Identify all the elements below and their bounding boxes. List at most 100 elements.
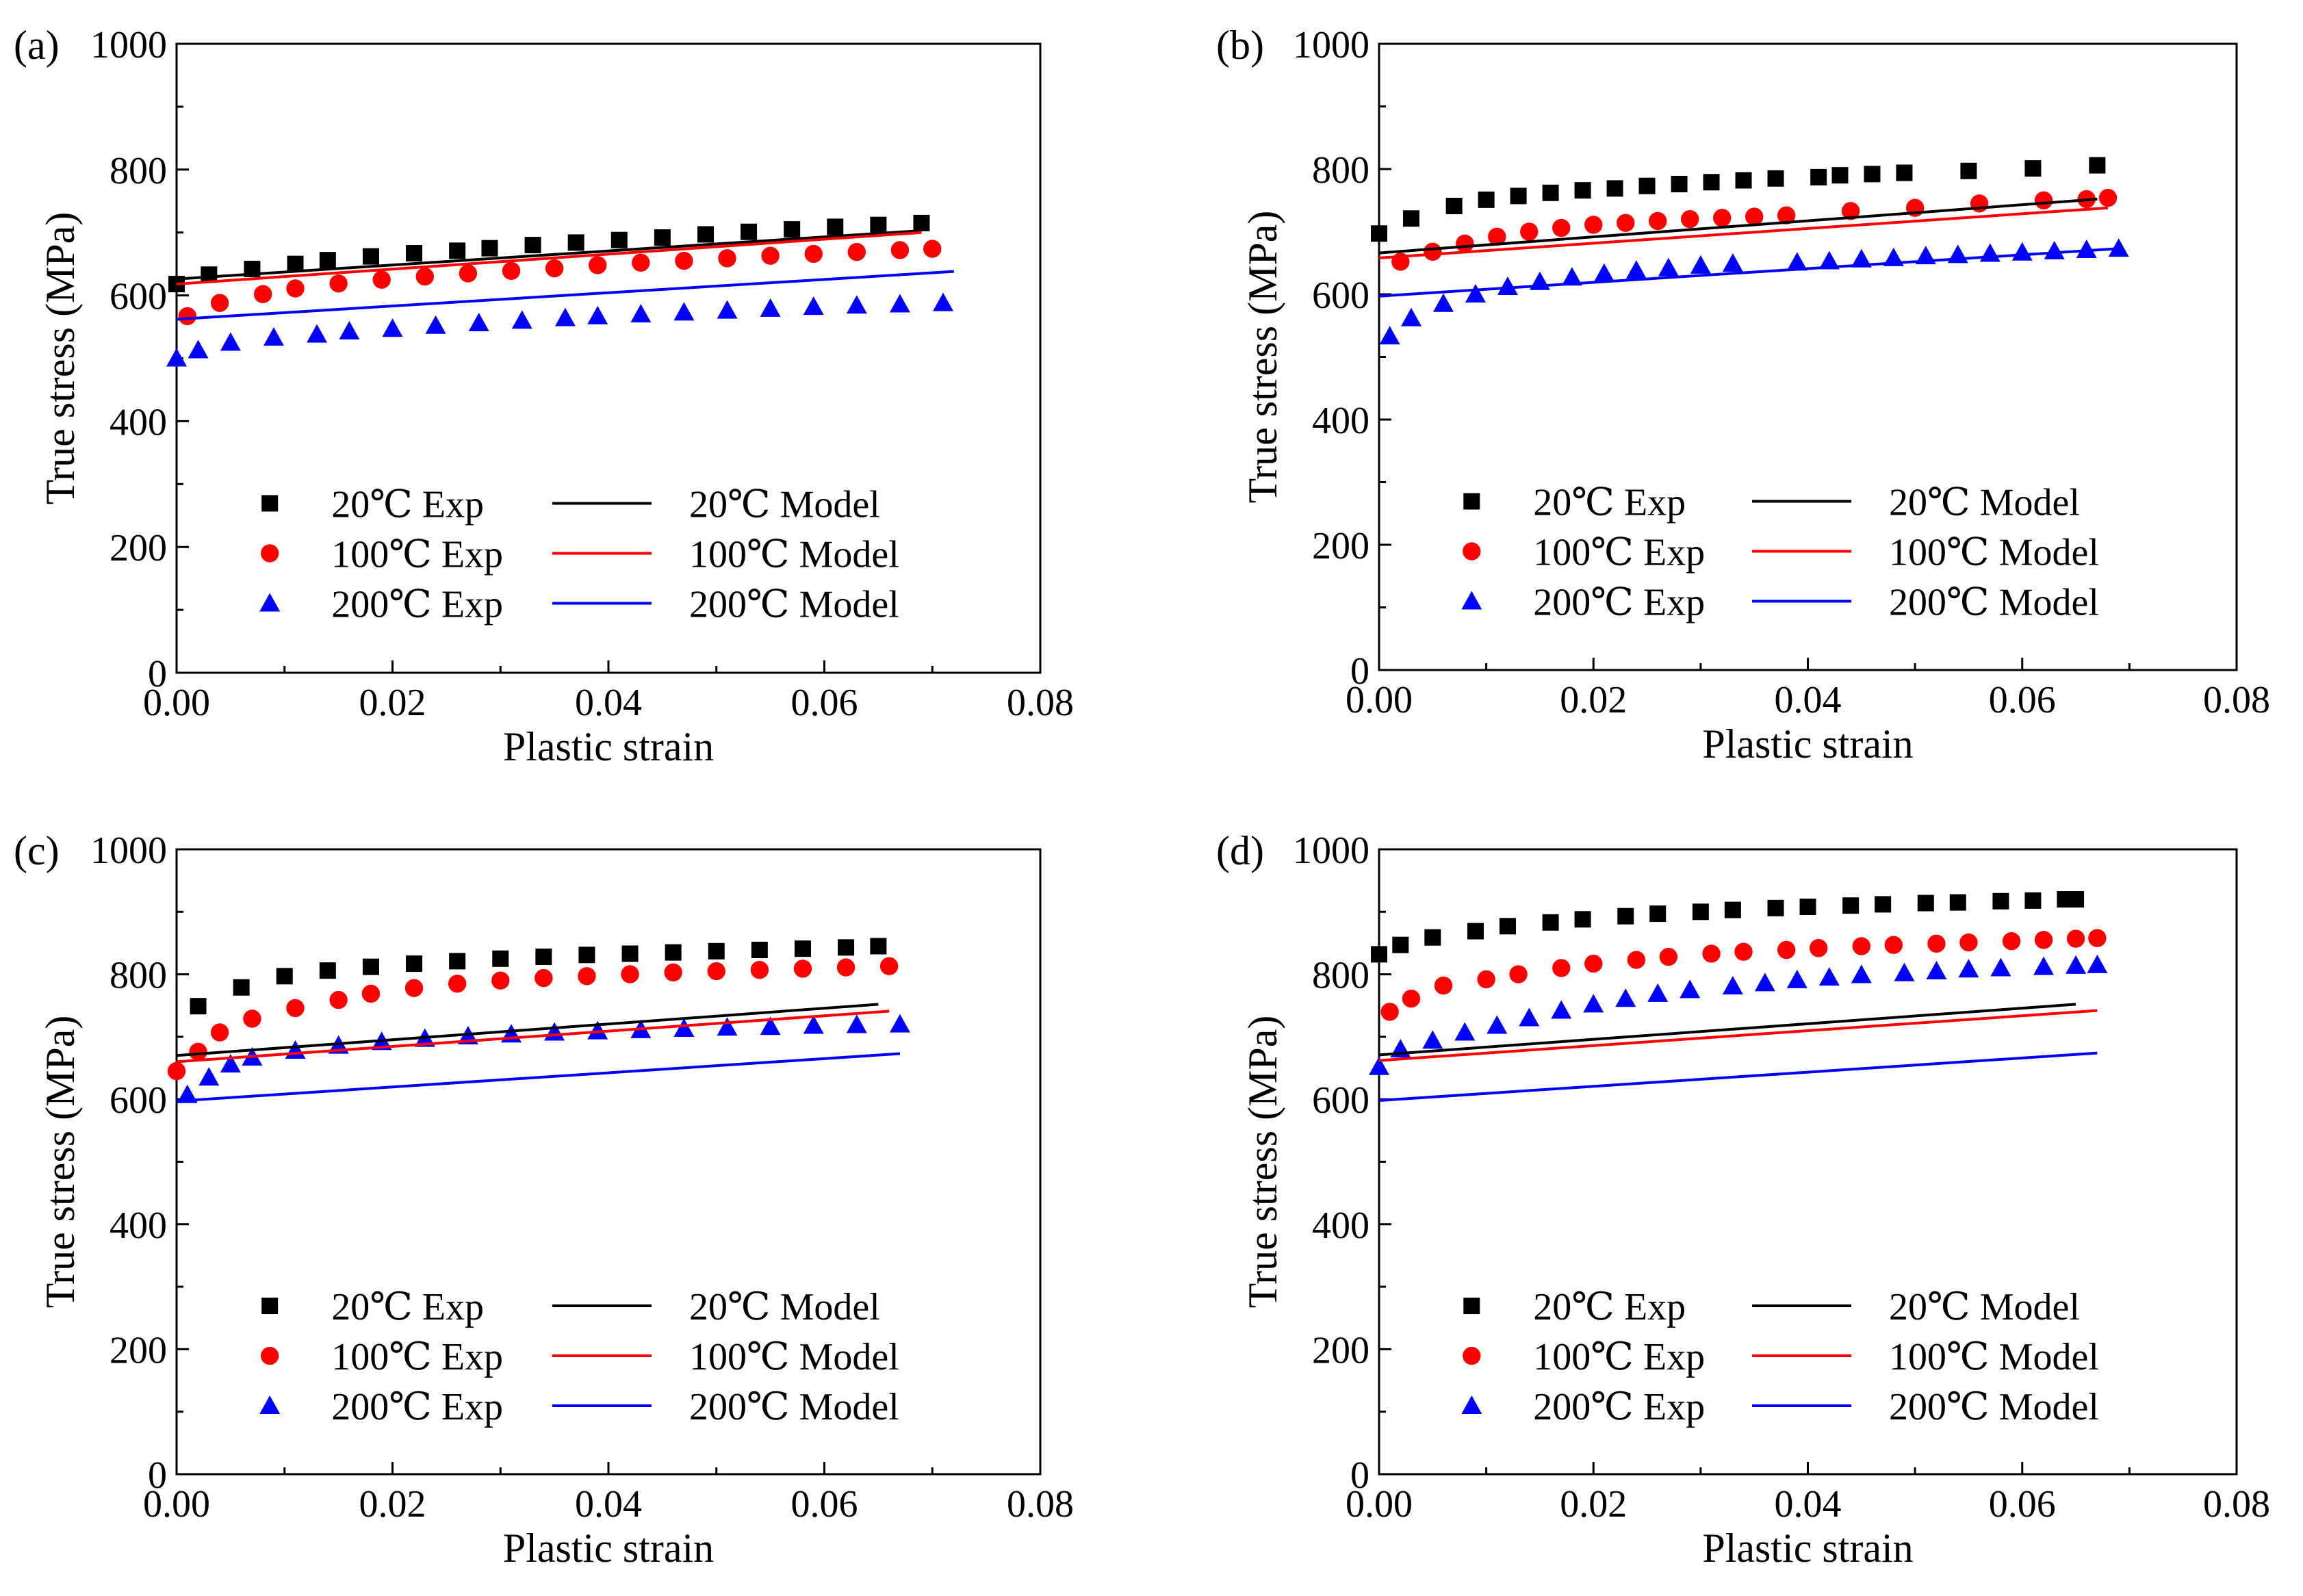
model-line xyxy=(176,229,922,281)
data-point xyxy=(2088,929,2107,947)
data-point xyxy=(1767,170,1784,187)
y-tick-label: 800 xyxy=(110,955,167,997)
data-point xyxy=(362,958,379,975)
legend-marker xyxy=(1461,1395,1482,1415)
data-point xyxy=(276,968,293,985)
data-point xyxy=(1786,252,1807,271)
data-point xyxy=(233,979,250,996)
model-line xyxy=(176,231,922,286)
legend-marker xyxy=(261,544,279,563)
data-point xyxy=(760,1016,781,1035)
data-point xyxy=(1926,961,1947,980)
data-point xyxy=(362,248,379,265)
data-point xyxy=(544,1022,565,1041)
data-point xyxy=(2034,931,2053,949)
legend-label: 20℃ Exp xyxy=(331,483,484,526)
data-point xyxy=(1959,933,1978,952)
data-point xyxy=(2089,157,2106,174)
data-point xyxy=(1831,167,1849,184)
data-point xyxy=(1809,939,1828,957)
data-point xyxy=(1690,255,1711,274)
data-point xyxy=(1627,951,1646,969)
legend-label: 100℃ Model xyxy=(689,1336,899,1378)
data-point xyxy=(535,968,553,988)
x-tick-label: 0.02 xyxy=(359,682,426,724)
data-point xyxy=(587,1020,608,1040)
x-tick-label: 0.00 xyxy=(1346,1483,1413,1526)
y-axis-title: True stress (MPa) xyxy=(38,212,83,505)
data-point xyxy=(761,246,780,265)
data-point xyxy=(254,285,272,303)
data-point xyxy=(1702,944,1721,963)
panel-d: 0.00 0.02 0.04 0.06 0.08 0 200 400 600 800 1000 Pla… xyxy=(1216,828,2270,1571)
data-point xyxy=(1917,894,1934,912)
legend-marker xyxy=(1461,591,1482,610)
y-tick-label: 0 xyxy=(1350,1454,1369,1497)
data-point xyxy=(1584,216,1603,234)
data-point xyxy=(673,302,695,321)
data-point xyxy=(784,221,801,238)
data-point xyxy=(610,231,628,248)
data-point xyxy=(1542,914,1559,931)
data-point xyxy=(1818,967,1840,986)
data-point xyxy=(1864,166,1881,183)
plot-frame xyxy=(175,848,1042,1476)
model-line xyxy=(176,1052,901,1103)
data-point xyxy=(2087,954,2108,973)
data-point xyxy=(319,252,336,269)
data-point xyxy=(1574,182,1591,199)
series-1 xyxy=(178,240,942,326)
data-point xyxy=(307,324,328,343)
data-point xyxy=(1467,923,1484,940)
y-axis-title: True stress (MPa) xyxy=(38,1016,83,1309)
data-point xyxy=(329,990,348,1009)
legend-marker xyxy=(261,1298,279,1315)
data-point xyxy=(1786,969,1807,988)
data-point xyxy=(1497,276,1518,296)
data-point xyxy=(1625,260,1647,279)
data-point xyxy=(673,1018,695,1038)
series-2 xyxy=(1369,954,2108,1075)
data-point xyxy=(1703,174,1720,191)
series-3 xyxy=(1378,197,2098,255)
legend-label: 100℃ Model xyxy=(689,533,899,576)
data-point xyxy=(1647,983,1669,1002)
x-tick-label: 0.00 xyxy=(1346,679,1413,721)
data-point xyxy=(1692,903,1709,921)
y-tick-label: 1000 xyxy=(90,829,167,872)
y-tick-label: 600 xyxy=(110,1079,167,1122)
legend-label: 100℃ Exp xyxy=(1533,1336,1705,1378)
panel-label: (a) xyxy=(14,23,60,68)
series-2 xyxy=(166,292,954,367)
data-point xyxy=(836,958,855,977)
y-tick-label: 200 xyxy=(110,527,167,569)
series-0 xyxy=(1371,157,2106,242)
data-point xyxy=(2044,240,2065,259)
data-point xyxy=(665,944,682,961)
model-line xyxy=(176,1003,879,1057)
data-point xyxy=(1445,197,1463,214)
data-point xyxy=(587,305,608,324)
data-point xyxy=(923,240,942,258)
data-point xyxy=(2024,160,2042,177)
data-point xyxy=(838,939,855,956)
panel-a: 0.00 0.02 0.04 0.06 0.08 0 200 400 600 800 1000 Pla… xyxy=(14,23,1074,769)
data-point xyxy=(1958,959,1979,978)
data-point xyxy=(243,1009,261,1028)
data-point xyxy=(1499,918,1516,935)
data-point xyxy=(554,307,576,326)
x-tick-label: 0.04 xyxy=(575,682,642,724)
plot-frame xyxy=(1378,42,2238,671)
data-point xyxy=(1542,184,1559,201)
data-point xyxy=(1584,954,1603,973)
data-point xyxy=(1551,1000,1572,1019)
data-point xyxy=(1454,1022,1476,1041)
data-point xyxy=(2108,238,2129,257)
data-point xyxy=(286,999,305,1018)
data-point xyxy=(846,1014,867,1033)
data-point xyxy=(1992,892,2009,910)
data-point xyxy=(406,955,423,973)
data-point xyxy=(1520,222,1539,241)
x-tick-label: 0.08 xyxy=(2203,1483,2270,1526)
data-point xyxy=(2002,932,2021,951)
